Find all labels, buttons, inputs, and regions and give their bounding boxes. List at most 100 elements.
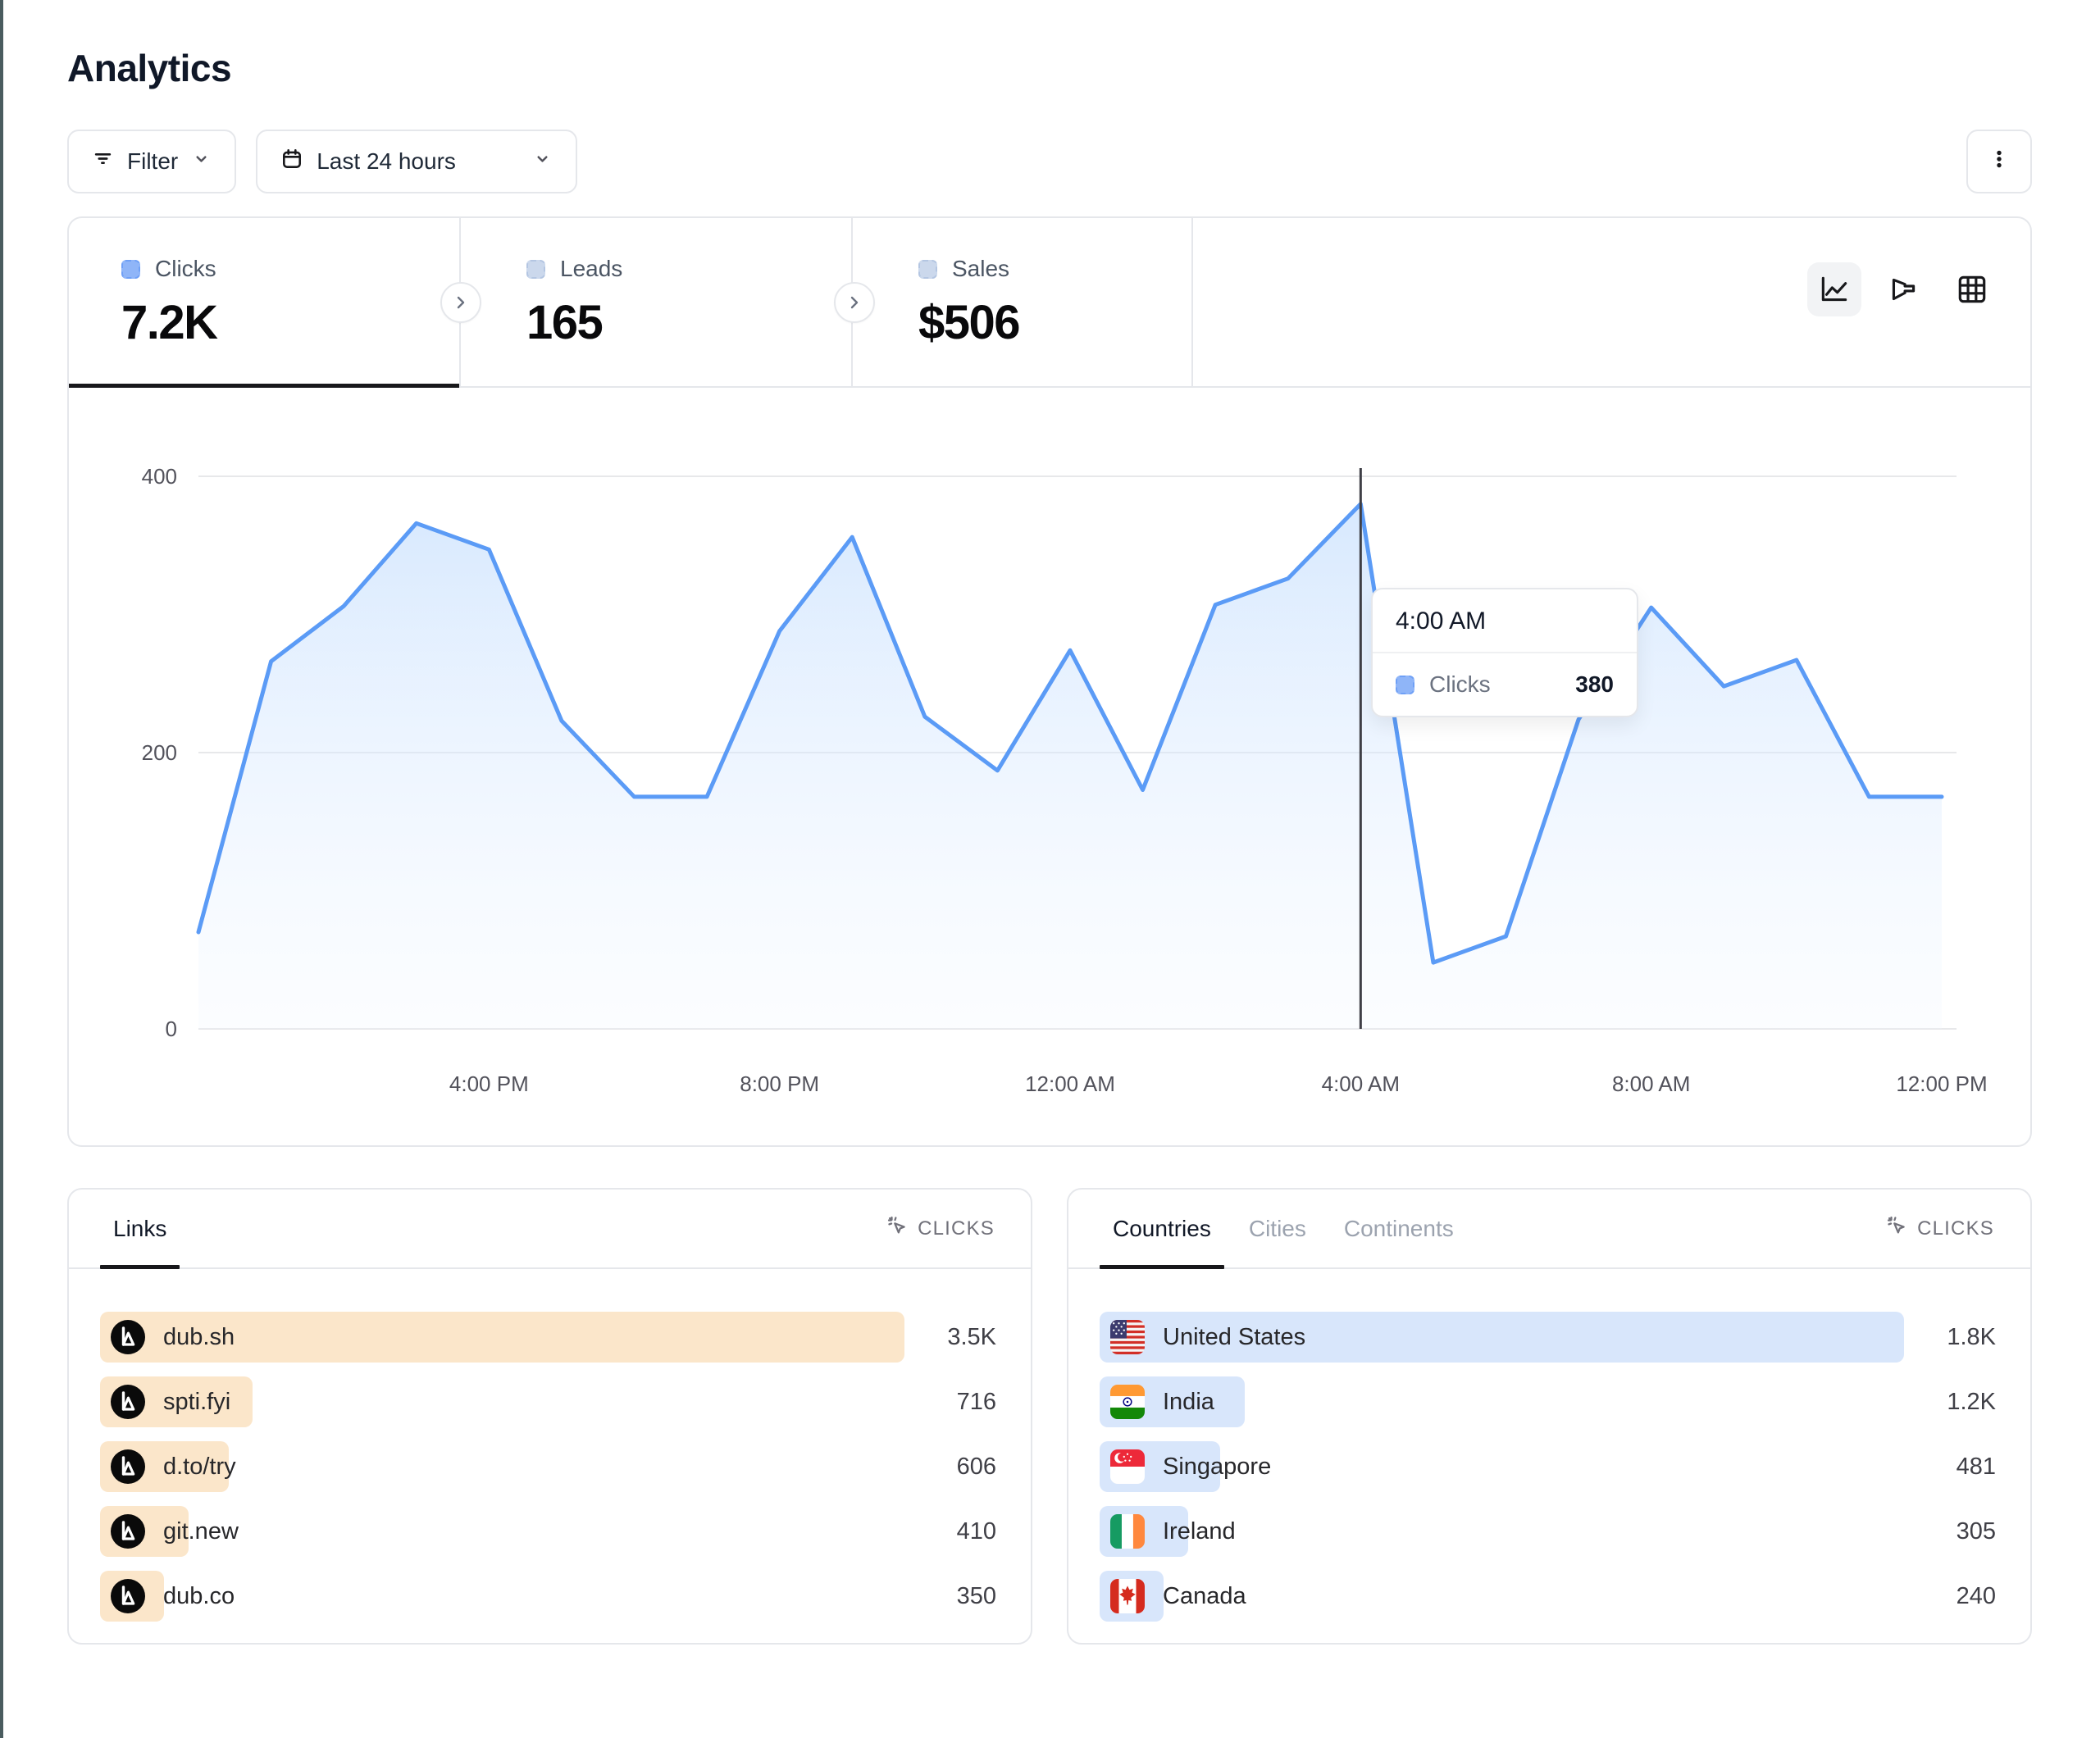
- geo-rows: United States 1.8K India 1.2K Singapore 481 Ir…: [1068, 1269, 2030, 1622]
- tab-continents[interactable]: Continents: [1343, 1215, 1454, 1241]
- breakdown-panels: Links CLICKS dub.sh 3.5K spti.fyi 716 d.to/t…: [67, 1188, 2032, 1645]
- expand-leads-button[interactable]: [834, 282, 875, 323]
- cursor-click-icon: [886, 1215, 908, 1242]
- row-label: Singapore: [1163, 1453, 1272, 1480]
- geo-tabs: Countries Cities Continents: [1100, 1190, 1454, 1269]
- filter-button[interactable]: Filter: [67, 130, 237, 193]
- stat-label: Clicks: [155, 256, 216, 281]
- more-options-button[interactable]: [1966, 130, 2032, 193]
- date-range-button[interactable]: Last 24 hours: [256, 130, 578, 193]
- page-title: Analytics: [67, 47, 232, 89]
- row-value: 1.8K: [1947, 1323, 1996, 1350]
- chevron-down-icon: [191, 148, 212, 175]
- row-bar-area: spti.fyi: [100, 1376, 904, 1427]
- link-row[interactable]: git.new 410: [100, 1506, 996, 1557]
- row-label: Canada: [1163, 1582, 1246, 1609]
- stat-label: Leads: [560, 256, 623, 281]
- y-axis-tick-label: 0: [166, 1017, 177, 1041]
- tab-cities[interactable]: Cities: [1248, 1215, 1306, 1241]
- dub-logo-icon: [111, 1385, 145, 1419]
- filter-icon: [92, 148, 114, 175]
- leads-value: 165: [526, 296, 604, 349]
- row-value: 481: [1956, 1453, 1996, 1480]
- tab-links[interactable]: Links: [99, 1190, 180, 1269]
- link-row[interactable]: d.to/try 606: [100, 1441, 996, 1492]
- series-line: [196, 502, 1944, 965]
- country-row[interactable]: Singapore 481: [1100, 1441, 1996, 1492]
- x-axis-tick-label: 8:00 AM: [1612, 1071, 1690, 1096]
- chevron-down-icon: [532, 148, 553, 175]
- kebab-menu-icon: [1988, 148, 2011, 176]
- stat-card-leads[interactable]: Leads 165: [461, 218, 853, 386]
- row-label: dub.co: [163, 1582, 235, 1609]
- country-row[interactable]: United States 1.8K: [1100, 1312, 1996, 1363]
- links-panel: Links CLICKS dub.sh 3.5K spti.fyi 716 d.to/t…: [67, 1188, 1032, 1645]
- link-row[interactable]: dub.sh 3.5K: [100, 1312, 996, 1363]
- geo-metric-label: CLICKS: [1917, 1217, 1994, 1240]
- line-chart-view-button[interactable]: [1807, 262, 1861, 316]
- tooltip-series-name: Clicks: [1429, 671, 1491, 697]
- row-value: 305: [1956, 1517, 1996, 1545]
- links-tabs: Links: [99, 1190, 180, 1269]
- stat-label-row: Sales: [918, 256, 1191, 282]
- links-metric[interactable]: CLICKS: [886, 1215, 995, 1242]
- clicks-timeseries-chart[interactable]: 0 200 400 4:00 PM 8:00 PM 12:00 AM 4:00 AM 8:00…: [69, 388, 2030, 1145]
- stat-card-sales[interactable]: Sales $506: [853, 218, 1193, 386]
- stat-label-row: Clicks: [121, 256, 459, 282]
- ca-flag-icon: [1110, 1579, 1145, 1613]
- leads-legend-swatch-icon: [526, 259, 545, 279]
- row-bar-area: git.new: [100, 1506, 904, 1557]
- tooltip-series-swatch-icon: [1396, 675, 1414, 694]
- x-axis-tick-label: 8:00 PM: [740, 1071, 819, 1096]
- stat-label-row: Leads: [526, 256, 851, 282]
- row-label: d.to/try: [163, 1453, 236, 1480]
- expand-clicks-button[interactable]: [440, 282, 481, 323]
- series-area: [198, 503, 1942, 1029]
- row-content: Singapore: [1100, 1449, 1271, 1484]
- x-axis-tick-label: 12:00 PM: [1896, 1071, 1987, 1096]
- tooltip-series-value: 380: [1575, 671, 1614, 697]
- stats-header: Clicks 7.2K Leads 165 Sales $506: [69, 218, 2030, 388]
- table-view-button[interactable]: [1945, 262, 1999, 316]
- row-content: d.to/try: [100, 1449, 236, 1484]
- tab-countries[interactable]: Countries: [1100, 1190, 1224, 1269]
- tooltip-series-row: Clicks 380: [1373, 653, 1637, 716]
- country-row[interactable]: Canada 240: [1100, 1571, 1996, 1622]
- x-axis-tick-label: 4:00 PM: [449, 1071, 529, 1096]
- analytics-page: Analytics Filter Last 24 hours: [67, 47, 2032, 1645]
- row-bar-area: dub.sh: [100, 1312, 904, 1363]
- row-content: Canada: [1100, 1579, 1246, 1613]
- dub-logo-icon: [111, 1320, 145, 1354]
- geo-metric[interactable]: CLICKS: [1886, 1215, 1994, 1242]
- analytics-card: Clicks 7.2K Leads 165 Sales $506: [67, 216, 2032, 1147]
- row-label: git.new: [163, 1517, 239, 1545]
- country-row[interactable]: India 1.2K: [1100, 1376, 1996, 1427]
- y-axis-tick-label: 200: [142, 740, 177, 765]
- calendar-icon: [280, 148, 303, 176]
- geo-panel: Countries Cities Continents CLICKS United …: [1067, 1188, 2032, 1645]
- funnel-chart-view-button[interactable]: [1876, 262, 1930, 316]
- dub-logo-icon: [111, 1514, 145, 1549]
- row-label: India: [1163, 1388, 1214, 1415]
- link-row[interactable]: spti.fyi 716: [100, 1376, 996, 1427]
- row-content: United States: [1100, 1320, 1305, 1354]
- stat-card-clicks[interactable]: Clicks 7.2K: [69, 218, 461, 388]
- row-content: git.new: [100, 1514, 239, 1549]
- row-bar-area: Canada: [1100, 1571, 1904, 1622]
- sales-value: $506: [918, 296, 1021, 349]
- geo-panel-header: Countries Cities Continents CLICKS: [1068, 1190, 2030, 1269]
- clicks-value: 7.2K: [121, 296, 218, 349]
- row-bar-area: d.to/try: [100, 1441, 904, 1492]
- dub-logo-icon: [111, 1579, 145, 1613]
- value-bar: [1100, 1312, 1904, 1363]
- tooltip-time: 4:00 AM: [1373, 589, 1637, 653]
- country-row[interactable]: Ireland 305: [1100, 1506, 1996, 1557]
- row-content: dub.sh: [100, 1320, 235, 1354]
- cursor-click-icon: [1886, 1215, 1907, 1242]
- ie-flag-icon: [1110, 1514, 1145, 1549]
- sg-flag-icon: [1110, 1449, 1145, 1484]
- clicks-legend-swatch-icon: [121, 259, 140, 279]
- link-row[interactable]: dub.co 350: [100, 1571, 996, 1622]
- links-metric-label: CLICKS: [918, 1217, 995, 1240]
- chart-tooltip: 4:00 AM Clicks 380: [1371, 588, 1638, 717]
